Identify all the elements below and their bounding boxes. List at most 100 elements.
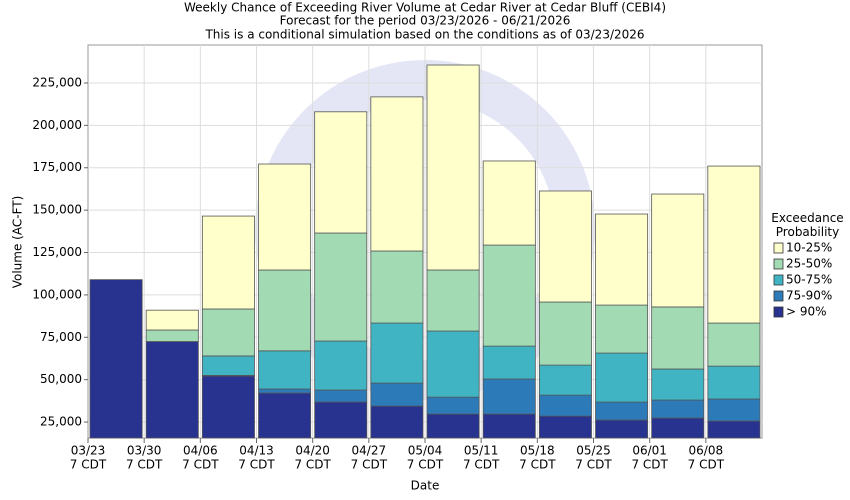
bar-segment bbox=[426, 64, 480, 271]
bar-segment bbox=[314, 232, 368, 342]
x-tick-label: 05/25 bbox=[576, 444, 611, 458]
y-tick-label: 25,000 bbox=[40, 415, 82, 429]
bar-segment bbox=[89, 279, 143, 439]
legend-swatch bbox=[773, 274, 784, 286]
bar-segment bbox=[201, 375, 255, 439]
bar-segment bbox=[651, 417, 705, 439]
bar-segment bbox=[482, 413, 536, 439]
bar-segment bbox=[314, 340, 368, 391]
x-tick-sublabel: 7 CDT bbox=[688, 458, 725, 472]
x-tick-sublabel: 7 CDT bbox=[407, 458, 444, 472]
y-axis-label: Volume (AC-FT) bbox=[11, 196, 25, 289]
bar-segment bbox=[482, 345, 536, 380]
x-axis-label: Date bbox=[411, 479, 440, 493]
y-tick-label: 225,000 bbox=[32, 75, 82, 89]
x-tick-sublabel: 7 CDT bbox=[182, 458, 219, 472]
bar-segment bbox=[651, 193, 705, 308]
x-tick-sublabel: 7 CDT bbox=[294, 458, 331, 472]
bar-segment bbox=[201, 215, 255, 310]
x-tick-sublabel: 7 CDT bbox=[575, 458, 612, 472]
y-tick-label: 150,000 bbox=[32, 203, 82, 217]
bar-segment bbox=[595, 304, 649, 354]
y-tick-label: 50,000 bbox=[40, 372, 82, 386]
legend-label: 25-50% bbox=[786, 257, 832, 271]
bar-segment bbox=[482, 160, 536, 246]
x-tick-sublabel: 7 CDT bbox=[70, 458, 107, 472]
x-tick-sublabel: 7 CDT bbox=[238, 458, 275, 472]
bar-segment bbox=[258, 163, 312, 271]
bar-segment bbox=[145, 329, 199, 342]
bar-segment bbox=[538, 394, 592, 417]
bar-segment bbox=[314, 111, 368, 234]
chart-title: Weekly Chance of Exceeding River Volume … bbox=[184, 1, 666, 15]
bar-segment bbox=[314, 401, 368, 439]
bar-segment bbox=[258, 350, 312, 390]
x-tick-sublabel: 7 CDT bbox=[126, 458, 163, 472]
bar-segment bbox=[201, 308, 255, 357]
bar-segment bbox=[651, 368, 705, 401]
bar-segment bbox=[707, 322, 761, 367]
bar-segment bbox=[426, 413, 480, 439]
bar-segment bbox=[707, 365, 761, 400]
bar-segment bbox=[145, 309, 199, 331]
bar-segment bbox=[314, 389, 368, 403]
bar-segment bbox=[258, 269, 312, 352]
legend-label: 50-75% bbox=[786, 273, 832, 287]
x-tick-label: 05/11 bbox=[464, 444, 499, 458]
bar-segment bbox=[595, 419, 649, 439]
bar-segment bbox=[258, 392, 312, 439]
x-tick-sublabel: 7 CDT bbox=[631, 458, 668, 472]
x-tick-label: 04/27 bbox=[352, 444, 387, 458]
bar-segment bbox=[707, 420, 761, 439]
x-tick-label: 04/06 bbox=[183, 444, 218, 458]
bar-segment bbox=[651, 399, 705, 419]
legend-label: > 90% bbox=[786, 305, 827, 319]
chart-subtitle: Forecast for the period 03/23/2026 - 06/… bbox=[280, 14, 571, 28]
legend-swatch bbox=[773, 306, 784, 318]
bar-segment bbox=[595, 213, 649, 306]
bar-segment bbox=[426, 396, 480, 415]
bar-segment bbox=[258, 388, 312, 394]
bar-segment bbox=[482, 244, 536, 347]
bar-segment bbox=[370, 96, 424, 252]
bar-segment bbox=[538, 364, 592, 396]
x-tick-label: 03/23 bbox=[71, 444, 106, 458]
bar-segment bbox=[145, 341, 199, 439]
legend-swatch bbox=[773, 258, 784, 270]
bar-segment bbox=[426, 269, 480, 332]
y-tick-label: 125,000 bbox=[32, 245, 82, 259]
x-tick-label: 04/20 bbox=[295, 444, 330, 458]
legend-label: 10-25% bbox=[786, 241, 832, 255]
bar-segment bbox=[707, 165, 761, 324]
x-tick-label: 03/30 bbox=[127, 444, 162, 458]
bar-segment bbox=[370, 382, 424, 407]
y-tick-label: 100,000 bbox=[32, 287, 82, 301]
bar-segment bbox=[370, 405, 424, 439]
chart-note: This is a conditional simulation based o… bbox=[204, 28, 644, 42]
x-tick-sublabel: 7 CDT bbox=[351, 458, 388, 472]
x-tick-sublabel: 7 CDT bbox=[519, 458, 556, 472]
bar-segment bbox=[538, 190, 592, 303]
bar-segment bbox=[370, 322, 424, 384]
x-tick-sublabel: 7 CDT bbox=[463, 458, 500, 472]
y-tick-label: 200,000 bbox=[32, 118, 82, 132]
bar-segment bbox=[538, 415, 592, 439]
x-tick-label: 04/13 bbox=[239, 444, 274, 458]
legend-label: 75-90% bbox=[786, 289, 832, 303]
x-tick-label: 06/08 bbox=[689, 444, 724, 458]
bar-segment bbox=[482, 378, 536, 415]
x-tick-label: 05/18 bbox=[520, 444, 555, 458]
bar-segment bbox=[538, 301, 592, 366]
legend-swatch bbox=[773, 290, 784, 302]
x-tick-label: 05/04 bbox=[408, 444, 443, 458]
y-tick-label: 75,000 bbox=[40, 330, 82, 344]
bar-segment bbox=[426, 330, 480, 398]
legend-swatch bbox=[773, 242, 784, 254]
y-tick-label: 175,000 bbox=[32, 160, 82, 174]
bar-segment bbox=[595, 352, 649, 403]
bar-segment bbox=[201, 355, 255, 376]
bar-segment bbox=[370, 250, 424, 324]
x-tick-label: 06/01 bbox=[632, 444, 667, 458]
